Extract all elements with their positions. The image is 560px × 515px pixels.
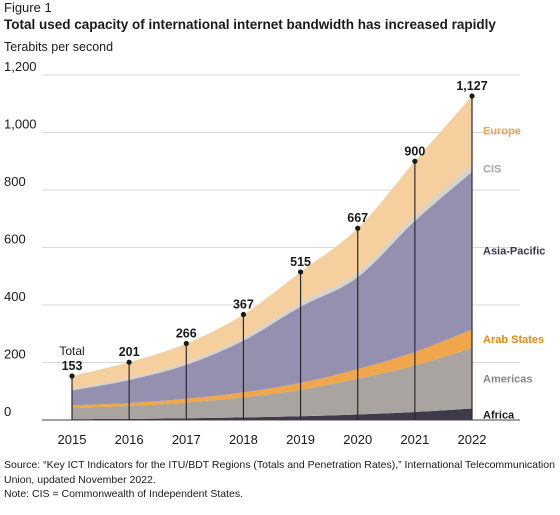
- legend-arab-states: Arab States: [483, 334, 544, 346]
- x-tick-label: 2015: [58, 432, 87, 447]
- x-tick-label: 2019: [286, 432, 315, 447]
- legend-africa: Africa: [483, 409, 515, 421]
- legend-cis: CIS: [483, 163, 501, 175]
- x-tick-label: 2022: [458, 432, 487, 447]
- x-tick-label: 2021: [400, 432, 429, 447]
- y-tick-label: 400: [4, 289, 26, 304]
- area-americas: [72, 348, 472, 420]
- legend-europe: Europe: [483, 125, 521, 137]
- total-value-label: 900: [404, 144, 425, 158]
- source-note: Source: “Key ICT Indicators for the ITU/…: [4, 459, 555, 486]
- y-tick-label: 1,200: [4, 59, 37, 74]
- total-value-label: 201: [119, 345, 140, 359]
- abbreviation-note: Note: CIS = Commonwealth of Independent …: [4, 488, 244, 500]
- total-value-label: 266: [176, 327, 197, 341]
- area-asia-pacific: [72, 171, 472, 406]
- total-value-label: 1,127: [456, 79, 487, 93]
- y-tick-label: 200: [4, 347, 26, 362]
- total-point: [469, 93, 475, 99]
- x-tick-label: 2018: [229, 432, 258, 447]
- area-africa: [72, 408, 472, 420]
- legend-americas: Americas: [483, 373, 533, 385]
- total-word-label: Total: [59, 344, 84, 358]
- total-point: [240, 311, 247, 318]
- x-tick-label: 2016: [115, 432, 144, 447]
- y-tick-label: 800: [4, 174, 26, 189]
- total-value-label: 153: [62, 359, 83, 373]
- y-axis-unit-label: Terabits per second: [4, 40, 114, 54]
- total-point: [69, 373, 75, 379]
- chart-title: Total used capacity of international int…: [4, 17, 496, 32]
- x-tick-label: 2020: [343, 432, 372, 447]
- y-tick-label: 0: [4, 404, 11, 419]
- total-point: [355, 225, 361, 231]
- total-point: [297, 269, 304, 275]
- area-arab-states: [72, 329, 472, 408]
- total-point: [126, 359, 132, 365]
- total-point: [183, 340, 189, 347]
- figure-label: Figure 1: [4, 0, 52, 15]
- total-value-label: 367: [233, 297, 254, 311]
- y-tick-label: 600: [4, 232, 26, 247]
- y-tick-label: 1,000: [4, 117, 37, 132]
- total-point: [412, 158, 418, 164]
- total-value-label: 667: [347, 211, 368, 225]
- total-value-label: 515: [290, 255, 311, 269]
- x-tick-label: 2017: [172, 432, 201, 447]
- legend-asia-pacific: Asia-Pacific: [483, 246, 545, 258]
